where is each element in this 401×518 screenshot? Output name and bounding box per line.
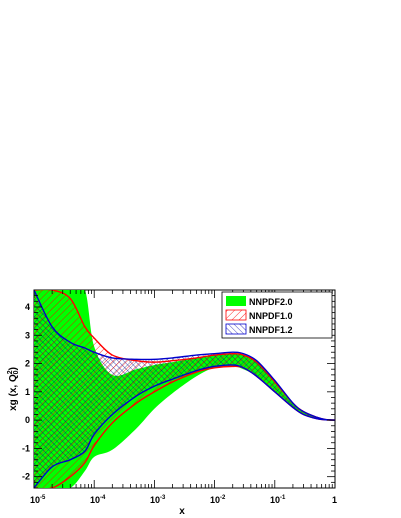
x-axis-label: x bbox=[179, 506, 185, 517]
legend-swatch-nnpdf10 bbox=[225, 309, 247, 321]
x-tick-label: 10-5 bbox=[30, 495, 46, 505]
y-tick-label: -1 bbox=[22, 443, 30, 453]
legend-label-nnpdf20: NNPDF2.0 bbox=[249, 297, 293, 307]
legend-swatch-nnpdf12 bbox=[225, 323, 247, 335]
y-tick-label: 3 bbox=[25, 330, 30, 340]
legend: NNPDF2.0 NNPDF1.0 NNPDF1.2 bbox=[221, 291, 333, 339]
plot-area bbox=[34, 290, 335, 488]
y-tick-label: 4 bbox=[25, 302, 30, 312]
x-tick-label: 1 bbox=[332, 495, 337, 505]
legend-swatch-nnpdf20 bbox=[226, 296, 246, 306]
x-tick-labels: 10-5 10-4 10-3 10-2 10-1 1 bbox=[30, 495, 337, 505]
legend-label-nnpdf12: NNPDF1.2 bbox=[249, 325, 293, 335]
y-tick-label: -2 bbox=[22, 472, 30, 482]
y-tick-label: 1 bbox=[25, 387, 30, 397]
legend-label-nnpdf10: NNPDF1.0 bbox=[249, 311, 293, 321]
x-tick-label: 10-1 bbox=[270, 495, 286, 505]
line-nnpdf12-upper bbox=[34, 290, 335, 421]
axis-ticks bbox=[33, 290, 336, 489]
y-axis-label: xg (x, Q20) bbox=[7, 367, 20, 411]
band-nnpdf10 bbox=[34, 290, 335, 488]
y-tick-label: 0 bbox=[25, 415, 30, 425]
line-nnpdf12-lower bbox=[34, 364, 335, 488]
x-tick-label: 10-3 bbox=[150, 495, 166, 505]
y-tick-labels: -2 -1 0 1 2 3 4 bbox=[22, 302, 30, 482]
band-nnpdf20 bbox=[34, 290, 335, 488]
x-tick-label: 10-2 bbox=[210, 495, 226, 505]
x-tick-label: 10-4 bbox=[90, 495, 106, 505]
y-tick-label: 2 bbox=[25, 359, 30, 369]
